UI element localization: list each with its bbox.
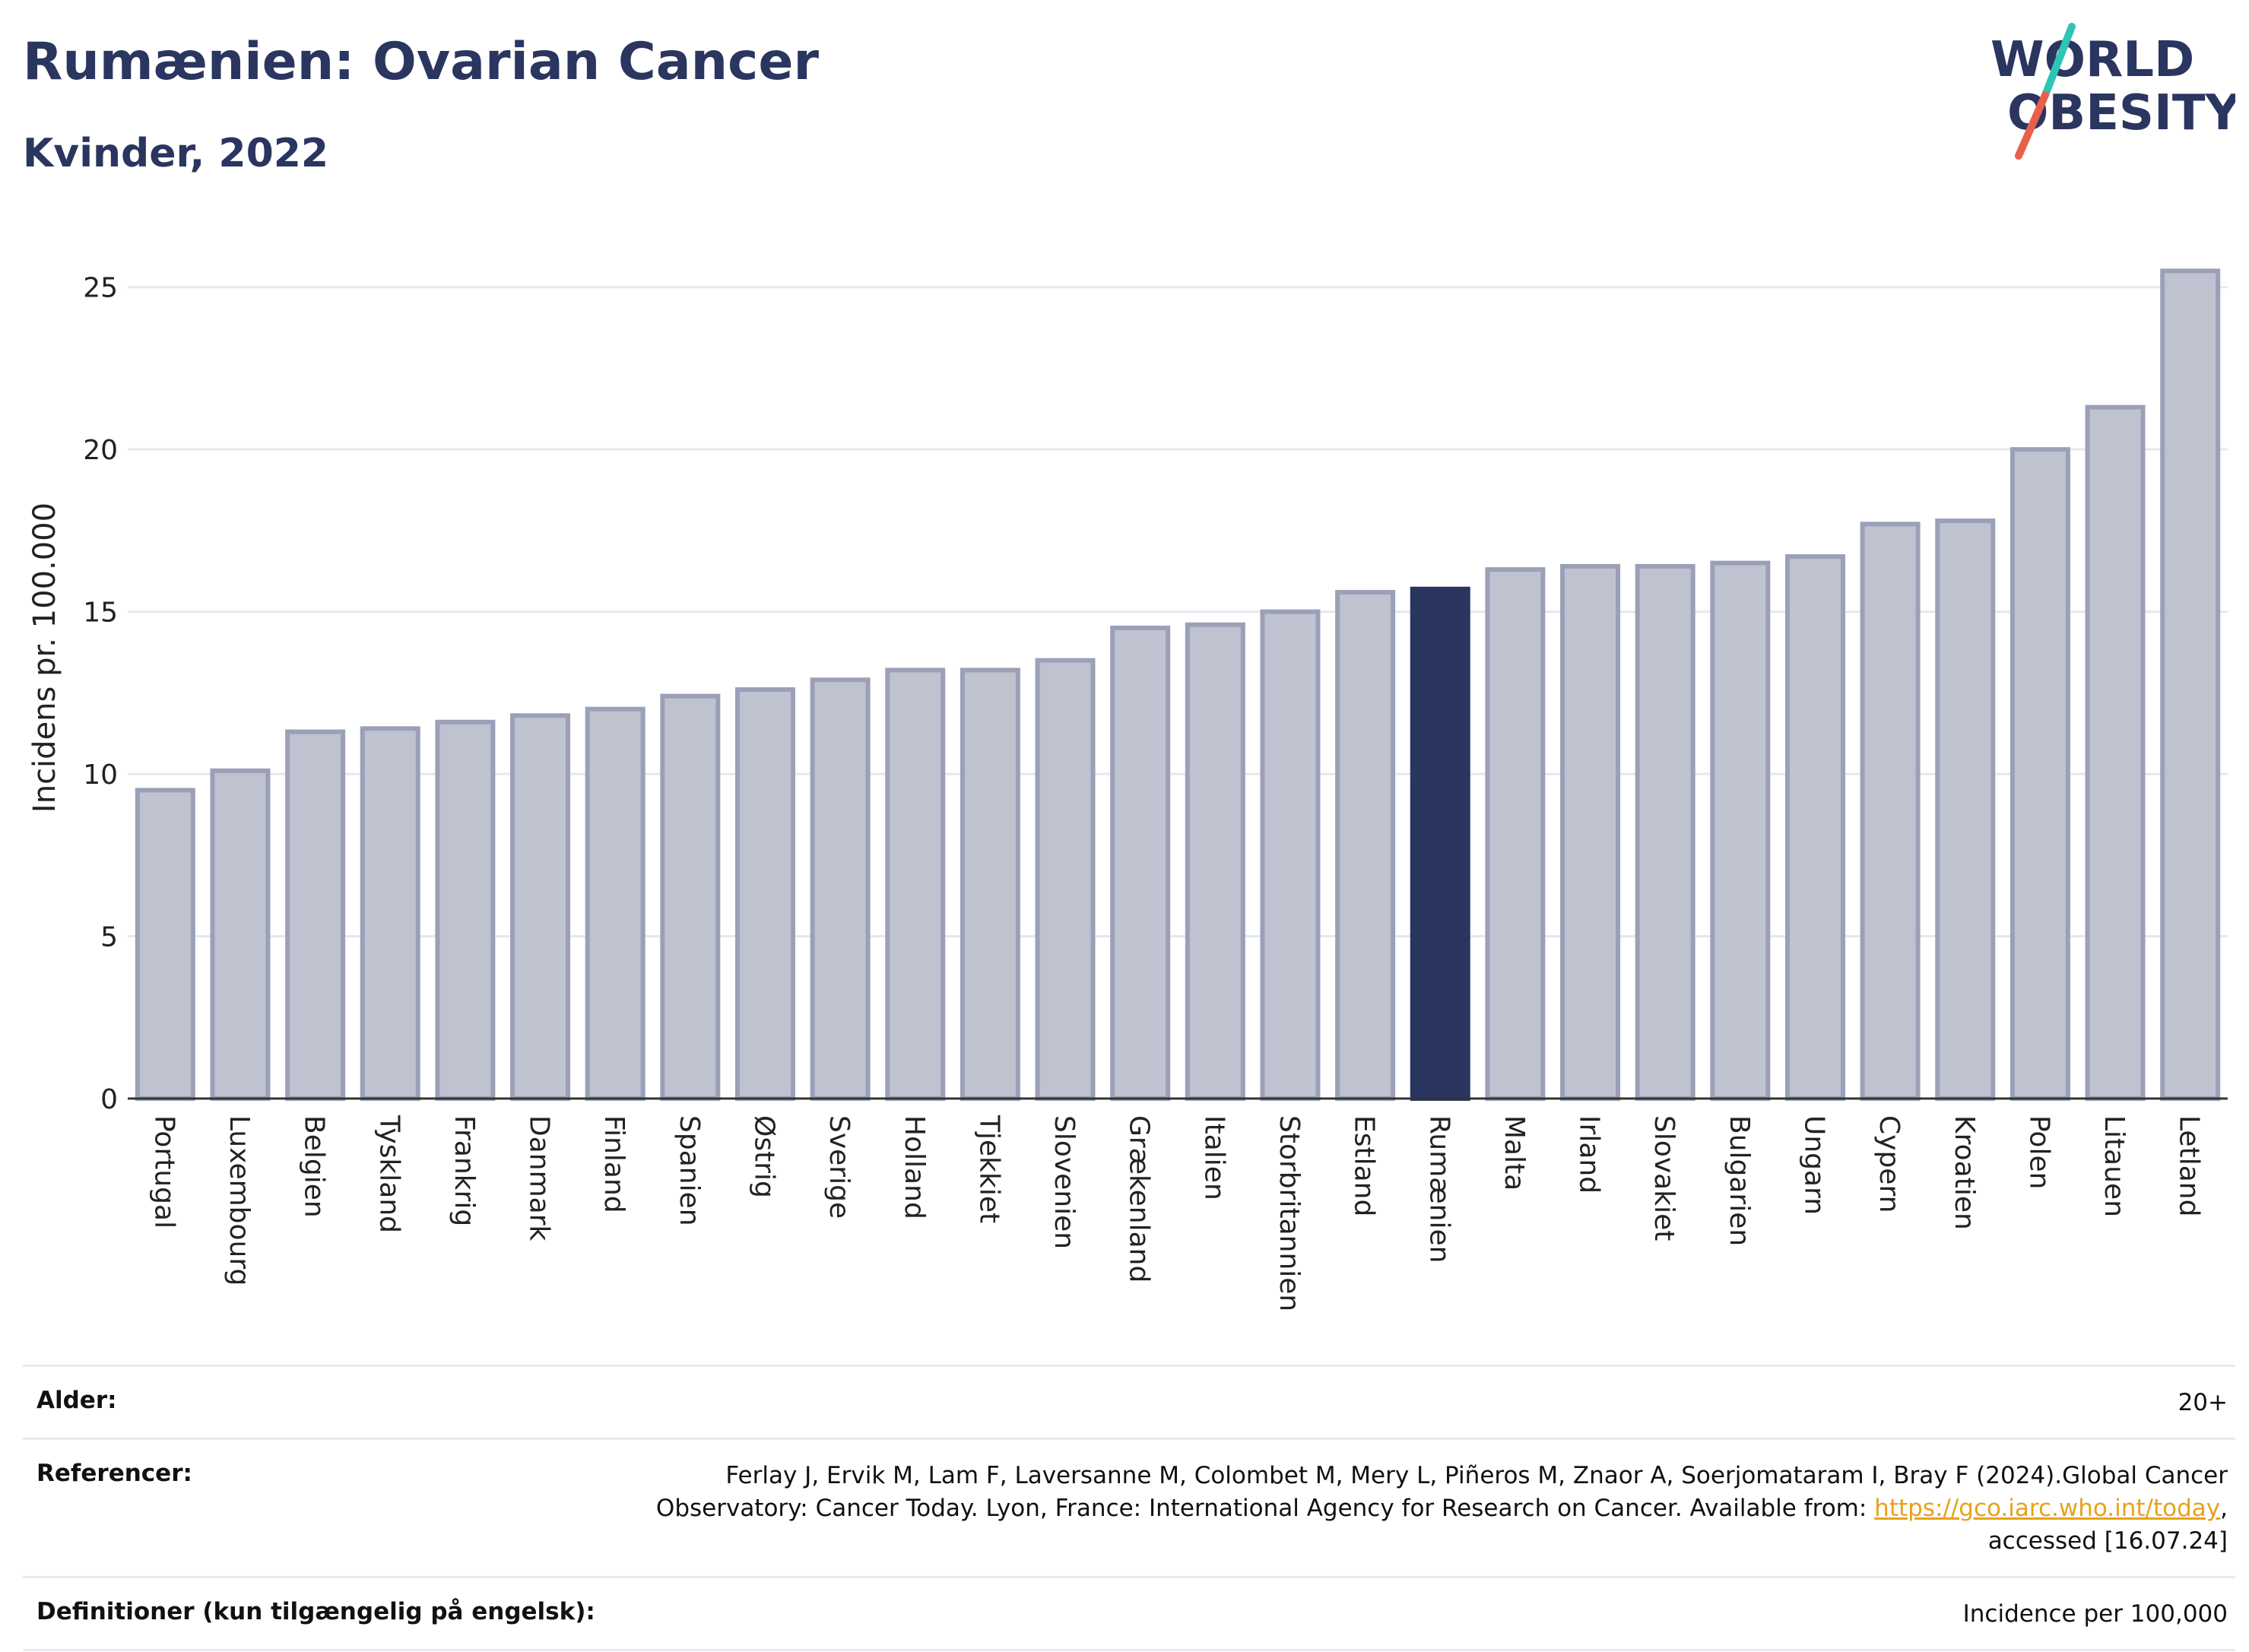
x-tick-label: Belgien bbox=[299, 1115, 330, 1218]
x-tick-label: Italien bbox=[1198, 1115, 1229, 1200]
x-tick-label: Tyskland bbox=[373, 1115, 404, 1233]
x-tick-label: Sverige bbox=[823, 1115, 855, 1219]
x-tick-label: Bulgarien bbox=[1724, 1115, 1755, 1246]
bar bbox=[435, 719, 496, 1101]
x-tick-label: Ungarn bbox=[1798, 1115, 1829, 1215]
bar bbox=[1335, 590, 1396, 1101]
bar bbox=[2160, 268, 2221, 1101]
footer-table: Alder: 20+ Referencer: Ferlay J, Ervik M… bbox=[23, 1365, 2235, 1651]
bar bbox=[1860, 522, 1921, 1101]
x-tick-label: Finland bbox=[598, 1115, 630, 1213]
bar bbox=[1485, 567, 1546, 1101]
x-tick-label: Holland bbox=[899, 1115, 930, 1219]
bar bbox=[1635, 563, 1695, 1101]
y-tick-label: 10 bbox=[83, 759, 118, 791]
y-tick-label: 5 bbox=[100, 922, 118, 953]
footer-row-age: Alder: 20+ bbox=[23, 1365, 2235, 1438]
x-tick-label: Spanien bbox=[674, 1115, 705, 1226]
x-tick-label: Frankrig bbox=[449, 1115, 480, 1226]
logo-slash-teal bbox=[2041, 23, 2076, 99]
y-tick-label: 15 bbox=[83, 598, 118, 629]
y-tick-label: 0 bbox=[100, 1084, 118, 1115]
definitions-label: Definitioner (kun tilgængelig på engelsk… bbox=[36, 1598, 595, 1625]
bar bbox=[885, 667, 946, 1101]
bar-chart: 0 5 10 15 20 25 Portugal Luxembourg Belgien Tyskl… bbox=[27, 268, 2228, 1311]
x-tick-label: Slovakiet bbox=[1648, 1115, 1680, 1241]
bar bbox=[285, 729, 346, 1101]
x-tick-label: Danmark bbox=[524, 1115, 555, 1241]
bar bbox=[960, 667, 1020, 1101]
y-axis-label: Incidens pr. 100.000 bbox=[27, 503, 62, 813]
bars bbox=[135, 268, 2221, 1102]
x-tick-label: Cypern bbox=[1873, 1115, 1905, 1213]
x-tick-label: Rumænien bbox=[1423, 1115, 1454, 1263]
bar bbox=[1185, 622, 1245, 1101]
x-tick-label: Litauen bbox=[2098, 1115, 2130, 1217]
bar bbox=[1260, 609, 1321, 1101]
bar bbox=[360, 726, 420, 1101]
x-tick-label: Kroatien bbox=[1949, 1115, 1980, 1230]
x-tick-label: Tjekkiet bbox=[973, 1115, 1004, 1223]
reference-text: Ferlay J, Ervik M, Lam F, Laversanne M, … bbox=[655, 1462, 2228, 1522]
y-tick-label: 25 bbox=[83, 273, 118, 304]
age-value: 20+ bbox=[2178, 1389, 2228, 1416]
x-tick-label: Portugal bbox=[148, 1115, 179, 1229]
chart-subtitle: Kvinder, 2022 bbox=[23, 131, 329, 176]
x-tick-label: Estland bbox=[1349, 1115, 1380, 1216]
definitions-value: Incidence per 100,000 bbox=[1962, 1600, 2228, 1628]
bar bbox=[1710, 560, 1771, 1101]
logo-word-1: WORLD bbox=[1990, 32, 2194, 88]
chart-title: Rumænien: Ovarian Cancer bbox=[23, 32, 819, 92]
x-tick-label: Luxembourg bbox=[224, 1115, 255, 1286]
bar bbox=[210, 768, 271, 1101]
bar-highlighted bbox=[1410, 586, 1470, 1101]
bar bbox=[810, 677, 871, 1101]
bar bbox=[1784, 554, 1845, 1101]
bar bbox=[1935, 518, 1996, 1101]
reference-link[interactable]: https://gco.iarc.who.int/today bbox=[1874, 1495, 2221, 1522]
x-tick-label: Letland bbox=[2174, 1115, 2205, 1216]
footer-row-definitions: Definitioner (kun tilgængelig på engelsk… bbox=[23, 1576, 2235, 1651]
bar bbox=[135, 788, 195, 1102]
bar bbox=[734, 687, 795, 1101]
axes: 0 5 10 15 20 25 Portugal Luxembourg Belgien Tyskl… bbox=[83, 273, 2228, 1311]
x-tick-label: Østrig bbox=[748, 1115, 779, 1198]
bar bbox=[660, 693, 721, 1101]
bar bbox=[1035, 658, 1096, 1101]
x-tick-label: Malta bbox=[1499, 1115, 1530, 1191]
bar bbox=[2085, 404, 2146, 1101]
bar bbox=[585, 706, 646, 1101]
y-tick-label: 20 bbox=[83, 435, 118, 466]
bar bbox=[1560, 563, 1621, 1101]
x-tick-label: Slovenien bbox=[1048, 1115, 1080, 1249]
references-label: Referencer: bbox=[36, 1460, 192, 1487]
age-label: Alder: bbox=[36, 1387, 117, 1414]
x-tick-label: Polen bbox=[2023, 1115, 2054, 1189]
x-tick-label: Irland bbox=[1574, 1115, 1605, 1194]
bar bbox=[510, 713, 571, 1101]
bar bbox=[2010, 447, 2070, 1101]
footer-row-references: Referencer: Ferlay J, Ervik M, Lam F, La… bbox=[23, 1438, 2235, 1576]
references-value: Ferlay J, Ervik M, Lam F, Laversanne M, … bbox=[631, 1460, 2228, 1558]
reference-accessed: , accessed [16.07.24] bbox=[1987, 1495, 2228, 1555]
x-tick-label: Grækenland bbox=[1124, 1115, 1155, 1283]
x-tick-label: Storbritannien bbox=[1274, 1115, 1305, 1311]
logo-slash-red bbox=[2015, 91, 2049, 160]
bar bbox=[1110, 625, 1171, 1101]
world-obesity-logo: WORLD OBESITY bbox=[1990, 23, 2235, 160]
